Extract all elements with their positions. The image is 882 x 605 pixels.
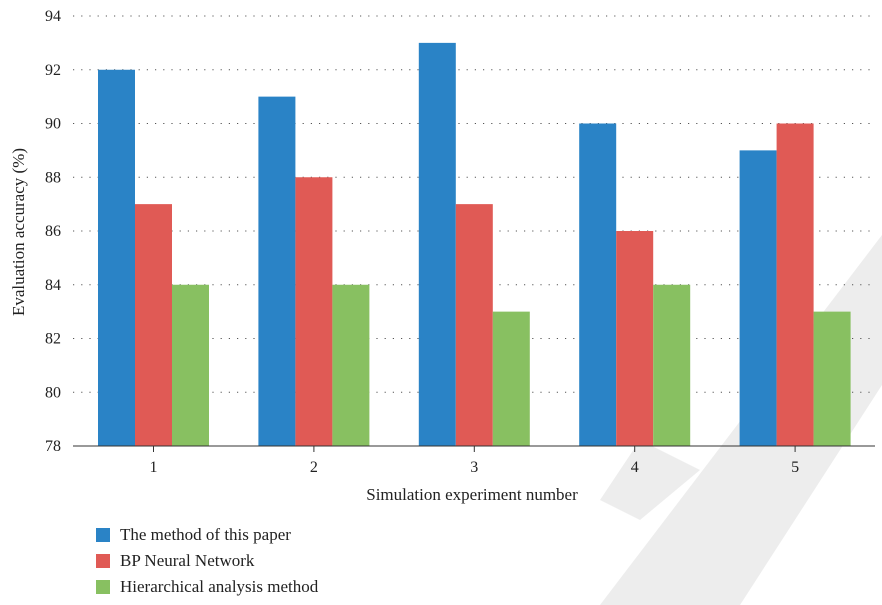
x-tick-label: 3 xyxy=(470,459,478,476)
x-axis-title: Simulation experiment number xyxy=(366,485,578,504)
bar xyxy=(579,123,617,446)
legend-item: BP Neural Network xyxy=(96,548,318,574)
legend-label: The method of this paper xyxy=(120,525,291,544)
y-tick-label: 84 xyxy=(45,277,61,294)
bar xyxy=(813,311,851,446)
bar xyxy=(739,150,777,446)
bar xyxy=(776,123,814,446)
legend-swatch-green xyxy=(96,580,110,594)
y-tick-label: 86 xyxy=(45,223,61,240)
legend: The method of this paper BP Neural Netwo… xyxy=(96,522,318,600)
bar xyxy=(98,69,135,446)
x-tick-label: 4 xyxy=(631,459,639,476)
bar xyxy=(135,204,172,446)
legend-label: Hierarchical analysis method xyxy=(120,577,319,596)
y-tick-label: 88 xyxy=(45,169,61,186)
x-tick-labels: 1 2 3 4 5 xyxy=(150,459,800,476)
x-tick-label: 1 xyxy=(150,459,158,476)
bar xyxy=(258,96,296,446)
axes xyxy=(73,445,875,452)
y-axis-title: Evaluation accuracy (%) xyxy=(9,148,28,316)
bar xyxy=(492,311,530,446)
y-tick-label: 82 xyxy=(45,331,61,348)
bar xyxy=(616,231,654,446)
legend-item: Hierarchical analysis method xyxy=(96,574,318,600)
y-tick-label: 92 xyxy=(45,62,61,79)
legend-swatch-blue xyxy=(96,528,110,542)
legend-label: BP Neural Network xyxy=(120,551,255,570)
bar xyxy=(653,284,691,446)
y-tick-labels: 78 80 82 84 86 88 90 92 94 xyxy=(45,8,61,455)
legend-item: The method of this paper xyxy=(96,522,318,548)
bars xyxy=(98,42,851,446)
legend-swatch-red xyxy=(96,554,110,568)
bar xyxy=(172,284,209,446)
y-tick-label: 80 xyxy=(45,384,61,401)
x-tick-label: 5 xyxy=(791,459,799,476)
x-tick-label: 2 xyxy=(310,459,318,476)
bar xyxy=(418,42,456,446)
bar xyxy=(295,177,333,446)
bar xyxy=(332,284,370,446)
bar xyxy=(455,204,493,446)
y-tick-label: 78 xyxy=(45,438,61,455)
y-tick-label: 90 xyxy=(45,116,61,133)
y-tick-label: 94 xyxy=(45,8,61,25)
